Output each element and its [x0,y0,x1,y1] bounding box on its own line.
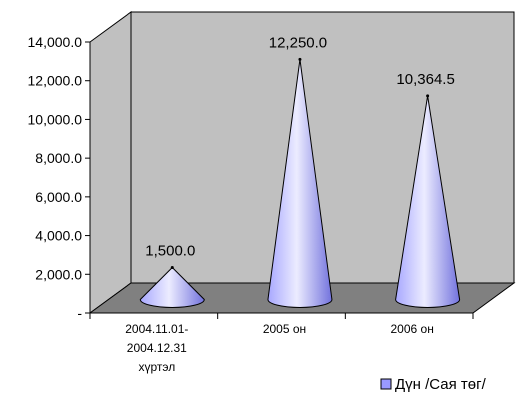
legend-swatch [380,378,392,390]
cone-bar [139,265,205,308]
x-tick-label: 2004.12.31 [127,341,187,355]
chart-side-wall [89,11,132,314]
y-tick-label: 4,000.0 [35,228,82,244]
y-axis-ticks: - 2,000.0 4,000.0 6,000.0 8,000.0 10,000.0 12,… [28,34,90,321]
y-tick-label: 2,000.0 [35,266,82,282]
cones [139,57,461,308]
y-tick-label: 12,000.0 [28,73,83,89]
data-label: 12,250.0 [269,34,327,51]
y-tick-label: - [77,305,82,321]
cone-bar [267,57,333,308]
legend-label: Дүн /Сая төг/ [395,376,487,393]
legend: Дүн /Сая төг/ [380,376,487,393]
y-tick-label: 10,000.0 [28,111,83,127]
x-tick-label: 2004.11.01- [125,322,188,336]
x-tick-label: хүртэл [138,360,175,374]
y-tick-label: 8,000.0 [35,150,82,166]
x-tick-label: 2005 он [263,322,306,336]
y-tick-label: 14,000.0 [28,34,83,50]
x-axis-ticks: 2004.11.01- 2004.12.31 хүртэл 2005 он 2006 о… [89,313,474,374]
data-label: 10,364.5 [396,71,454,88]
data-labels: 1,500.0 12,250.0 10,364.5 [145,34,455,259]
y-tick-label: 6,000.0 [35,189,82,205]
x-tick-label: 2006 он [390,322,433,336]
cone-bar [395,94,461,308]
data-label: 1,500.0 [145,242,195,259]
